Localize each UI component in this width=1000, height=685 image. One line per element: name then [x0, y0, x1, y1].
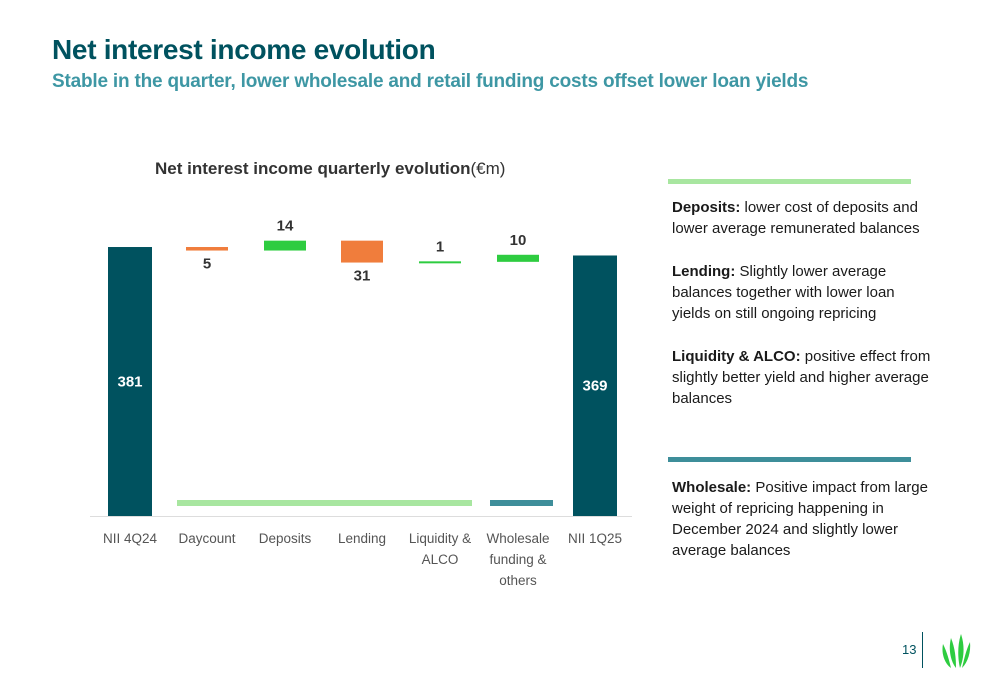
category-label-5-0: Wholesale: [486, 531, 549, 546]
value-label-6: 369: [582, 378, 607, 395]
category-label-6-0: NII 1Q25: [568, 531, 622, 546]
category-label-0-0: NII 4Q24: [103, 531, 158, 546]
category-label-5-2: others: [499, 573, 537, 588]
page-title: Net interest income evolution: [52, 34, 436, 65]
bar-2: [264, 240, 306, 251]
category-label-1-0: Daycount: [178, 531, 235, 546]
category-label-4-1: ALCO: [422, 552, 459, 567]
bar-3: [341, 240, 383, 263]
value-label-3: 31: [354, 268, 371, 285]
chart-title-unit: (€m): [471, 159, 506, 178]
note-deposits-text: lower cost of deposits and lower average…: [672, 199, 920, 237]
note-liquidity-head: Liquidity & ALCO:: [672, 348, 801, 365]
bar-6: [573, 255, 617, 516]
page-number: 13: [902, 642, 917, 657]
chart-title-main: Net interest income quarterly evolution: [155, 159, 471, 178]
category-label-5-1: funding &: [489, 552, 546, 567]
bar-4: [419, 261, 461, 264]
note-deposits: Deposits: lower cost of deposits and low…: [672, 197, 934, 239]
note-deposits-head: Deposits:: [672, 199, 741, 216]
retail-divider: [668, 179, 911, 184]
category-label-2-0: Deposits: [259, 531, 312, 546]
note-wholesale: Wholesale: Positive impact from large we…: [672, 477, 934, 561]
category-label-4-0: Liquidity &: [409, 531, 471, 546]
group-strip-retail: [177, 500, 472, 506]
note-liquidity: Liquidity & ALCO: positive effect from s…: [672, 346, 934, 409]
bar-5: [497, 254, 539, 262]
note-lending-head: Lending:: [672, 263, 736, 280]
note-liquidity-text: positive effect from slightly better yie…: [672, 348, 931, 407]
value-label-2: 14: [277, 218, 294, 235]
value-label-5: 10: [510, 232, 527, 249]
category-label-3-0: Lending: [338, 531, 386, 546]
note-wholesale-head: Wholesale:: [672, 479, 752, 496]
bar-1: [186, 247, 228, 251]
value-label-0: 381: [117, 374, 142, 391]
bar-0: [108, 247, 152, 516]
page-subtitle: Stable in the quarter, lower wholesale a…: [52, 71, 809, 92]
group-strip-wholesale: [490, 500, 553, 506]
value-label-4: 1: [436, 238, 444, 255]
footer-separator: [922, 632, 923, 668]
leaf-logo-icon: [942, 634, 971, 668]
value-label-1: 5: [203, 256, 211, 273]
note-lending-text: Slightly lower average balances together…: [672, 263, 895, 322]
note-lending: Lending: Slightly lower average balances…: [672, 261, 934, 324]
chart-title: Net interest income quarterly evolution(…: [155, 159, 505, 178]
note-wholesale-text: Positive impact from large weight of rep…: [672, 479, 928, 559]
wholesale-divider: [668, 457, 911, 462]
